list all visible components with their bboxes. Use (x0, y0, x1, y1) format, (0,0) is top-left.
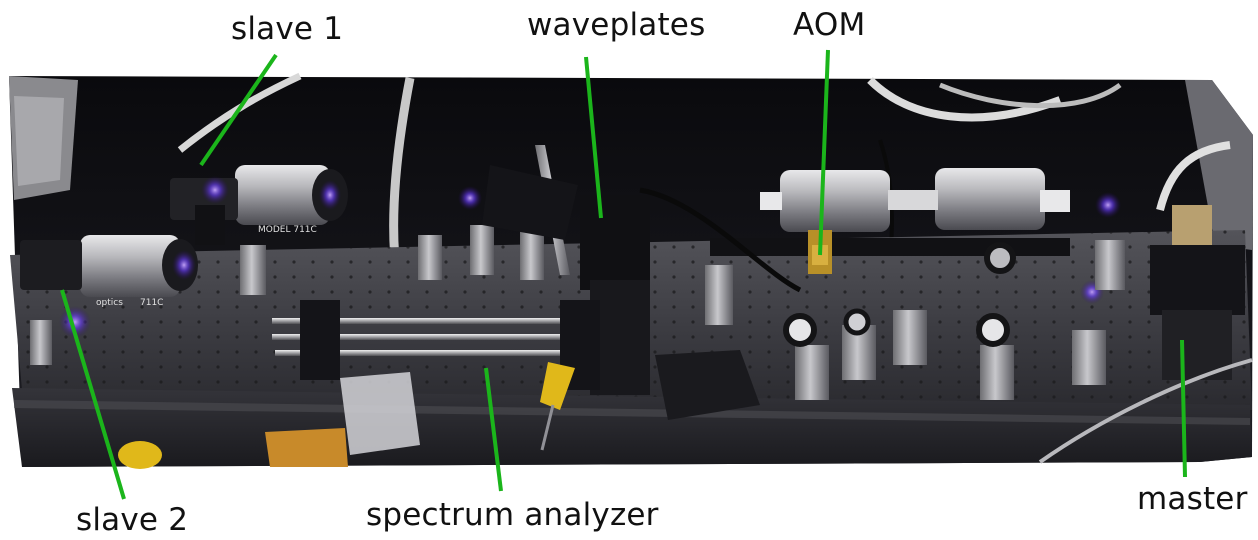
photo-brand-text: optics (96, 298, 123, 308)
label-slave-1: slave 1 (231, 11, 344, 47)
annotation-pointers (60, 49, 1187, 500)
pointer-slave-1 (199, 53, 278, 167)
label-master: master (1137, 481, 1248, 517)
photo-model-text-a: MODEL 711C (258, 225, 317, 235)
pointer-slave-2 (60, 289, 126, 500)
pointer-aom (818, 49, 830, 256)
photo-model-text-b: 711C (140, 298, 163, 308)
label-waveplates: waveplates (527, 7, 706, 43)
label-slave-2: slave 2 (76, 502, 189, 538)
label-spectrum-analyzer: spectrum analyzer (366, 497, 659, 533)
pointer-master (1180, 339, 1187, 478)
pointer-waveplates (584, 56, 603, 219)
pointer-spectrum-analyzer (484, 367, 503, 492)
label-aom: AOM (793, 7, 866, 43)
